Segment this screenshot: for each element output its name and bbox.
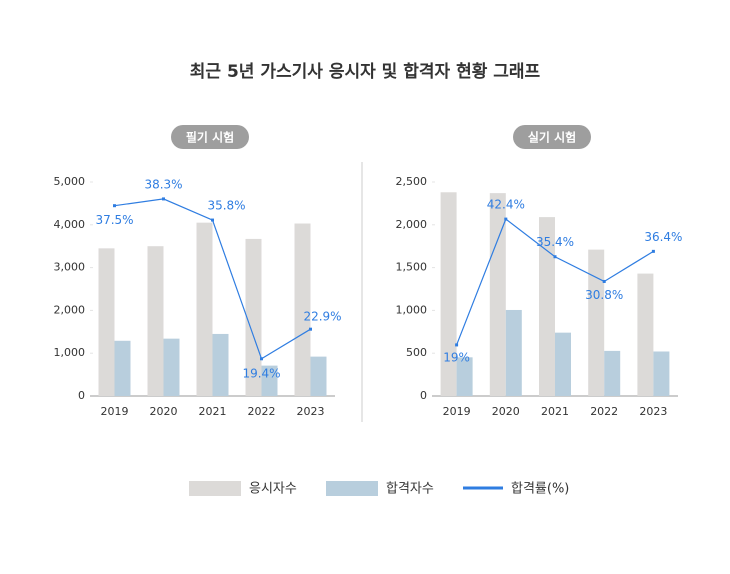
bar (555, 332, 571, 396)
bar (440, 192, 457, 396)
rate-label: 38.3% (144, 177, 182, 191)
bar (212, 333, 229, 396)
rate-label: 19% (443, 350, 470, 364)
bar (294, 223, 311, 396)
y-tick-label: 3,000 (54, 261, 86, 274)
legend-swatch (326, 481, 378, 496)
rate-label: 37.5% (95, 213, 133, 227)
x-tick-label: 2022 (248, 405, 276, 418)
bar (196, 222, 213, 396)
legend-label: 합격자수 (386, 482, 434, 497)
legend-label: 합격률(%) (511, 482, 569, 497)
bar (637, 273, 654, 396)
x-tick-label: 2021 (199, 405, 227, 418)
rate-point (113, 204, 116, 208)
bar (245, 238, 262, 396)
bar (489, 193, 506, 396)
bar (653, 351, 670, 396)
x-tick-label: 2020 (150, 405, 178, 418)
rate-label: 19.4% (242, 366, 280, 380)
rate-point (651, 249, 655, 253)
rate-point (504, 217, 508, 221)
legend-swatch (189, 481, 241, 496)
y-tick-label: 1,000 (54, 346, 86, 359)
x-tick-label: 2023 (639, 405, 667, 418)
rate-label: 22.9% (303, 310, 341, 324)
bar (604, 350, 621, 396)
bar (505, 309, 522, 396)
bar (588, 249, 605, 396)
y-tick-label: 2,000 (54, 303, 86, 316)
y-tick-label: 1,500 (396, 261, 428, 274)
rate-label: 35.4% (536, 235, 574, 249)
bar (114, 340, 131, 396)
y-tick-label: 1,000 (396, 303, 428, 316)
rate-point (553, 255, 557, 259)
rate-label: 36.4% (644, 230, 682, 244)
subtitle-pill (171, 125, 249, 149)
bar (98, 248, 115, 396)
bar (163, 338, 180, 396)
y-tick-label: 0 (420, 389, 427, 402)
bar (147, 246, 164, 396)
bar (261, 365, 278, 396)
y-tick-label: 5,000 (54, 175, 86, 188)
rate-point (455, 343, 459, 347)
rate-label: 35.8% (207, 199, 245, 213)
x-tick-label: 2020 (492, 405, 520, 418)
y-tick-label: 2,000 (396, 218, 428, 231)
subtitle-pill (513, 125, 591, 149)
x-tick-label: 2022 (590, 405, 618, 418)
rate-label: 42.4% (487, 198, 525, 212)
rate-point (309, 327, 312, 331)
page-title: 최근 5년 가스기사 응시자 및 합격자 현황 그래프 (190, 61, 541, 82)
y-tick-label: 0 (78, 389, 85, 402)
rate-label: 30.8% (585, 288, 623, 302)
rate-point (162, 197, 165, 201)
x-tick-label: 2019 (101, 405, 129, 418)
bar (456, 357, 473, 396)
rate-point (211, 218, 214, 222)
subtitle: 필기 시험 (186, 130, 234, 145)
y-tick-label: 2,500 (396, 175, 428, 188)
x-tick-label: 2019 (443, 405, 471, 418)
subtitle: 실기 시험 (528, 130, 576, 145)
y-tick-label: 4,000 (54, 218, 86, 231)
bar (539, 217, 555, 396)
bar (310, 356, 327, 396)
rate-point (602, 279, 606, 283)
rate-point (260, 357, 263, 361)
x-tick-label: 2021 (541, 405, 569, 418)
y-tick-label: 500 (406, 346, 427, 359)
x-tick-label: 2023 (297, 405, 325, 418)
legend-label: 응시자수 (249, 482, 297, 497)
